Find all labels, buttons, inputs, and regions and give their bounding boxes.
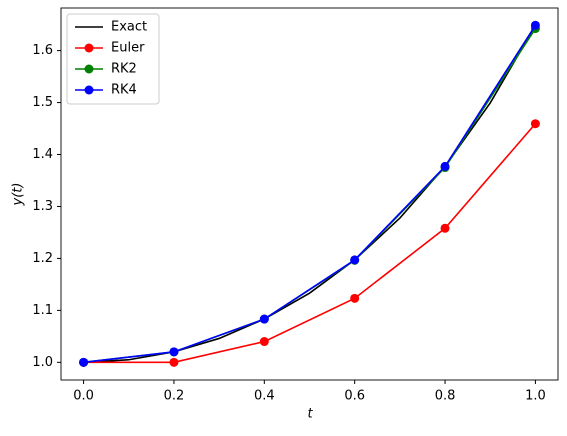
series-line bbox=[83, 24, 537, 364]
marker bbox=[350, 293, 360, 303]
y-tick-label: 1.2 bbox=[32, 251, 53, 266]
y-tick-label: 1.5 bbox=[32, 95, 53, 110]
y-tick-label: 1.3 bbox=[32, 199, 53, 214]
marker bbox=[440, 161, 450, 171]
marker bbox=[79, 357, 89, 367]
marker bbox=[530, 119, 540, 129]
y-axis-label: y(t) bbox=[11, 183, 26, 207]
y-tick-label: 1.4 bbox=[32, 147, 53, 162]
legend-marker bbox=[84, 43, 94, 53]
x-tick-label: 0.2 bbox=[164, 389, 185, 404]
y-tick-label: 1.0 bbox=[32, 355, 53, 370]
marker bbox=[169, 357, 179, 367]
marker bbox=[169, 347, 179, 357]
y-tick-label: 1.1 bbox=[32, 303, 53, 318]
legend-marker bbox=[84, 64, 94, 74]
marker bbox=[259, 337, 269, 347]
marker bbox=[259, 314, 269, 324]
x-axis-label: t bbox=[307, 407, 313, 422]
legend-label: RK4 bbox=[111, 83, 137, 98]
x-tick-label: 0.8 bbox=[435, 389, 456, 404]
plot-frame bbox=[60, 7, 559, 381]
x-tick-label: 0.0 bbox=[73, 389, 94, 404]
legend-label: RK2 bbox=[111, 62, 137, 77]
legend-label: Exact bbox=[111, 20, 147, 35]
y-tick-label: 1.6 bbox=[32, 43, 53, 58]
x-tick-label: 1.0 bbox=[525, 389, 546, 404]
marker bbox=[350, 255, 360, 265]
legend-box bbox=[66, 13, 160, 105]
marker bbox=[530, 20, 540, 30]
legend-marker bbox=[84, 85, 94, 95]
legend-label: Euler bbox=[111, 41, 145, 56]
x-tick-label: 0.4 bbox=[254, 389, 275, 404]
x-tick-label: 0.6 bbox=[344, 389, 365, 404]
series-line bbox=[83, 123, 537, 364]
marker bbox=[440, 223, 450, 233]
